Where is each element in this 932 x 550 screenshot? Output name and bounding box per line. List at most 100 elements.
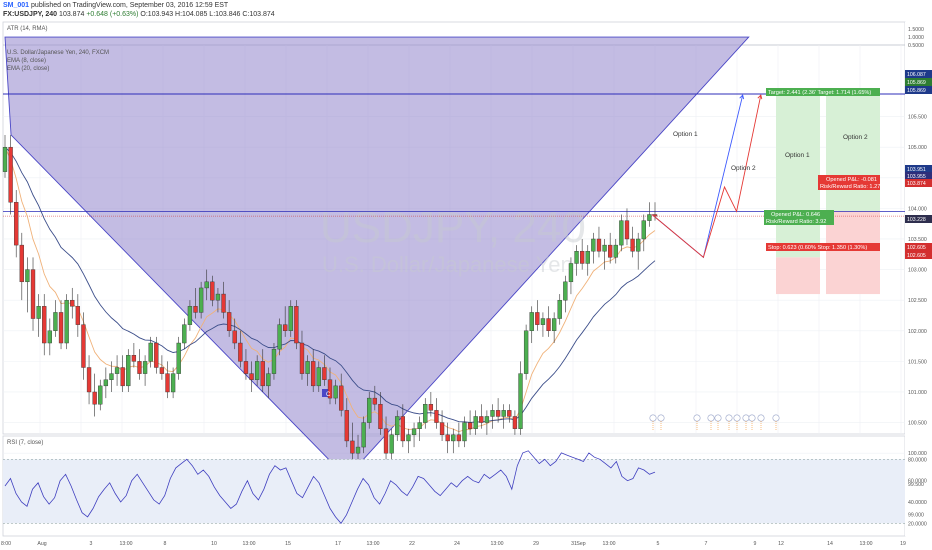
- time-axis[interactable]: 8:00 Aug 3 13:00 8 10 13:00 15 17 13:00 22 24 13:00 2…: [1, 541, 906, 547]
- atr-tick: 1.0000: [908, 35, 924, 41]
- candle-body: [254, 361, 260, 380]
- time-tick: 3: [90, 541, 93, 547]
- candle-body: [165, 373, 170, 393]
- rsi-tick: 60.0000: [908, 479, 927, 485]
- candle-body: [479, 416, 484, 423]
- time-tick: Sep: [576, 541, 585, 547]
- event-flag: [649, 414, 657, 422]
- atr-label[interactable]: ATR (14, RMA): [7, 26, 48, 32]
- candle-body: [339, 385, 344, 411]
- candle-body: [114, 367, 120, 374]
- opened-pl-2-bg: [818, 175, 880, 190]
- time-tick: 31: [571, 541, 577, 547]
- candle-body: [294, 306, 299, 344]
- time-tick: 17: [335, 541, 341, 547]
- candle-body: [311, 361, 316, 387]
- candle-body: [277, 324, 282, 350]
- symbol-line: FX:USDJPY, 240: [3, 11, 58, 18]
- price-flag-label: 106.087: [907, 72, 926, 78]
- time-tick: 9: [754, 541, 757, 547]
- candle-body: [473, 416, 478, 429]
- candle-body: [47, 330, 52, 344]
- price-flag-label: 102.605: [907, 253, 926, 259]
- candle-body: [2, 146, 8, 172]
- rsi-band: [3, 459, 905, 524]
- symbol-desc[interactable]: U.S. Dollar/Japanese Yen, 240, FXCM: [7, 50, 109, 56]
- candle-body: [98, 385, 103, 405]
- candle-body: [355, 446, 361, 454]
- price-tick: 101.000: [908, 390, 927, 396]
- time-tick: 22: [409, 541, 415, 547]
- candle-body: [131, 355, 137, 362]
- opened-pl-1: Opened P&L: 0.646: [771, 212, 820, 218]
- atr-tick: 0.5000: [908, 43, 924, 49]
- box-option1-label: Option 1: [785, 152, 810, 159]
- price-tick: 102.000: [908, 329, 927, 335]
- price-flag-label: 103.955: [907, 174, 926, 180]
- price-flag-label: 105.869: [907, 80, 926, 86]
- candle-body: [372, 397, 377, 405]
- candle-body: [501, 410, 506, 417]
- price-flag: [905, 215, 932, 223]
- price-flag: [905, 165, 932, 173]
- time-tick: 5: [657, 541, 660, 547]
- time-tick: 19: [900, 541, 906, 547]
- price-flag-label: 103.874: [907, 181, 926, 187]
- atr-tick: 1.5000: [908, 27, 924, 33]
- ema-slow-label[interactable]: EMA (20, close): [7, 66, 49, 72]
- candle-body: [198, 287, 204, 313]
- candles: [2, 134, 658, 472]
- time-tick: 8: [164, 541, 167, 547]
- candle-body: [630, 238, 635, 252]
- event-flag: [757, 414, 765, 422]
- price-axis[interactable]: 105.500105.000104.500104.000103.500103.0…: [905, 27, 932, 518]
- candle-body: [540, 318, 546, 325]
- candle-body: [187, 306, 193, 325]
- rsi-indicator: 80.0000 60.0000 40.0000 20.0000: [3, 450, 927, 527]
- watermark: USDJPY, 240 U.S. Dollar/Japanese Yen: [320, 203, 586, 277]
- stop-text: Stop: 0.623 (0.60% Stop: 1.350 (1.30%): [768, 245, 867, 251]
- rsi-tick: 80.0000: [908, 457, 927, 463]
- event-flags: [649, 414, 780, 430]
- candle-body: [434, 410, 439, 423]
- option2-label: Option 2: [731, 165, 756, 172]
- candle-body: [596, 238, 602, 252]
- price-change: +0.648 (+0.63%): [86, 11, 139, 18]
- candle-body: [395, 416, 400, 436]
- candle-body: [260, 361, 265, 387]
- candle-body: [288, 306, 293, 331]
- candle-body: [557, 299, 562, 319]
- candle-body: [327, 379, 333, 399]
- candle-body: [439, 422, 445, 436]
- price-flag: [905, 251, 932, 259]
- target-text: Target: 2.441 (2.36' Target: 1.714 (1.65…: [768, 90, 871, 96]
- projection-option2: [651, 95, 762, 259]
- candle-body: [42, 306, 47, 344]
- rsi-label[interactable]: RSI (7, close): [7, 440, 43, 446]
- publisher-name[interactable]: SM_001: [3, 2, 30, 9]
- candle-body: [367, 397, 372, 423]
- ema-fast-label[interactable]: EMA (8, close): [7, 58, 46, 64]
- event-flag: [742, 414, 750, 422]
- candle-body: [316, 367, 321, 387]
- ohlc-line: FX:USDJPY, 240 103.874 +0.648 (+0.63%) O…: [3, 11, 275, 18]
- price-flag: [905, 243, 932, 251]
- rsi-tick: 40.0000: [908, 500, 927, 506]
- candle-body: [647, 214, 652, 221]
- candle-body: [271, 348, 277, 374]
- pattern-point-c: C: [326, 392, 331, 398]
- time-tick: Aug: [37, 541, 46, 547]
- price-tick: 105.000: [908, 145, 927, 151]
- horizontal-lines: [3, 93, 905, 217]
- candle-body: [411, 428, 417, 436]
- price-flag-label: 105.869: [907, 88, 926, 94]
- candle-body: [344, 410, 349, 442]
- candle-body: [406, 434, 411, 442]
- candle-body: [563, 281, 568, 301]
- candle-body: [243, 361, 249, 374]
- candle-body: [14, 202, 19, 246]
- time-tick: 12: [778, 541, 784, 547]
- candle-body: [484, 416, 490, 423]
